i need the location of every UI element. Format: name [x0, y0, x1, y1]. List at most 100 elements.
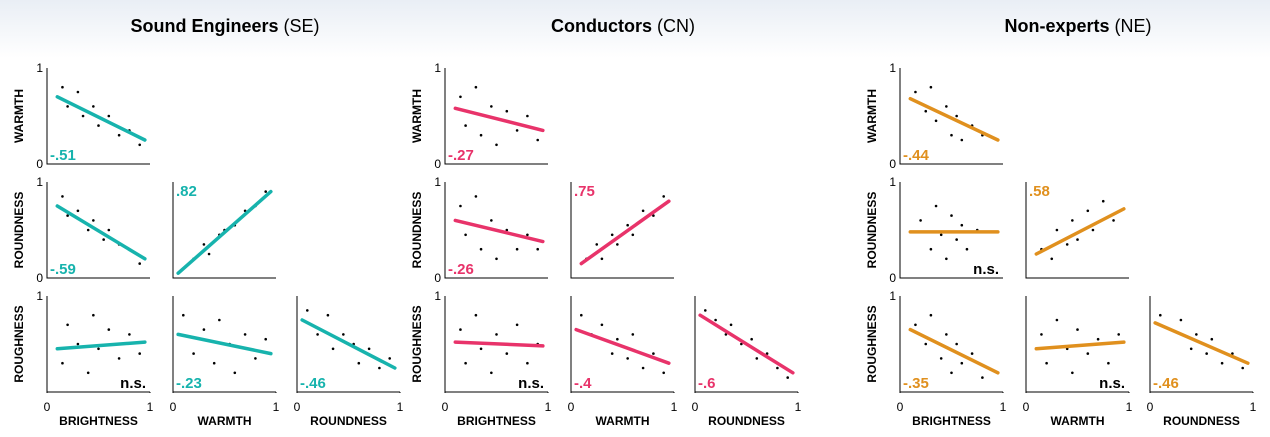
x-tick-label: 0 [442, 400, 449, 414]
corr-label: -.46 [300, 375, 326, 392]
data-point [182, 313, 185, 317]
data-point [641, 366, 645, 370]
data-point [600, 257, 604, 261]
data-point [1086, 209, 1090, 213]
data-point [955, 238, 958, 241]
data-point [652, 214, 655, 217]
data-point [960, 223, 964, 227]
panel-axes [46, 182, 150, 279]
data-point [945, 105, 948, 108]
corr-label: -.46 [1153, 375, 1179, 392]
data-point [580, 313, 583, 317]
panel-axes [46, 68, 150, 165]
data-point [950, 214, 953, 217]
panel-axes [570, 182, 674, 279]
fit-line [1034, 207, 1126, 256]
col-label: ROUNDNESS [708, 414, 785, 428]
y-tick-label: 1 [434, 289, 441, 303]
data-point [117, 357, 121, 360]
corr-label: -.23 [176, 375, 202, 392]
y-tick-label: 1 [889, 289, 896, 303]
data-point [631, 333, 635, 336]
panel-axes [899, 68, 1003, 165]
group-abbr: (CN) [657, 16, 695, 36]
group-name: Non-experts [1004, 16, 1109, 36]
y-tick-label: 1 [434, 175, 441, 189]
data-point [490, 371, 493, 375]
data-point [945, 333, 948, 336]
group-name: Sound Engineers [130, 16, 278, 36]
data-point [479, 247, 483, 251]
data-point [264, 190, 268, 193]
data-point [526, 233, 529, 237]
x-tick-label: 0 [294, 400, 301, 414]
data-point [595, 243, 599, 246]
x-tick-label: 0 [1147, 400, 1154, 414]
corr-label: -.4 [574, 375, 592, 392]
data-point [459, 328, 462, 331]
data-point [107, 228, 111, 232]
data-point [92, 219, 95, 222]
data-point [97, 124, 100, 127]
x-tick-label: 1 [1126, 400, 1133, 414]
fit-line [1153, 321, 1250, 365]
data-point [81, 114, 85, 118]
data-point [76, 209, 80, 213]
data-point [1055, 318, 1059, 322]
data-point [1241, 366, 1244, 370]
corr-label: n.s. [120, 375, 146, 392]
data-point [662, 195, 665, 198]
row-label: WARMTH [12, 89, 26, 143]
data-point [786, 376, 789, 379]
data-point [750, 337, 753, 341]
data-point [1071, 371, 1074, 375]
panel-axes [694, 296, 798, 393]
row-label: ROUGHNESS [410, 305, 424, 382]
data-point [1076, 328, 1079, 331]
data-point [776, 366, 779, 370]
col-label: BRIGHTNESS [457, 414, 536, 428]
data-point [641, 209, 645, 213]
data-point [192, 352, 195, 355]
data-point [1117, 333, 1120, 336]
data-point [955, 342, 958, 346]
row-label: ROUNDNESS [12, 192, 26, 269]
data-point [924, 342, 928, 346]
x-tick-label: 1 [1250, 400, 1257, 414]
data-point [536, 138, 539, 142]
data-point [479, 347, 483, 351]
fit-line [300, 318, 397, 370]
panel-axes [46, 296, 150, 393]
data-point [107, 114, 111, 118]
data-point [1210, 337, 1214, 341]
data-point [515, 247, 519, 251]
data-point [981, 376, 984, 379]
data-point [740, 342, 743, 346]
data-point [505, 109, 509, 113]
data-point [929, 313, 933, 317]
data-point [626, 357, 629, 360]
data-point [102, 238, 105, 241]
y-tick-label: 0 [36, 271, 43, 285]
row-label: WARMTH [410, 89, 424, 143]
data-point [1076, 238, 1079, 241]
group-title: Conductors (CN) [551, 16, 695, 36]
data-point [960, 138, 964, 142]
panel-axes [444, 182, 548, 279]
corr-label: .82 [176, 183, 197, 200]
data-point [138, 143, 141, 147]
panel-axes [172, 296, 276, 393]
group-abbr: (NE) [1115, 16, 1152, 36]
data-point [464, 233, 467, 237]
data-point [1071, 219, 1074, 222]
row-label: ROUGHNESS [865, 305, 879, 382]
y-tick-label: 0 [434, 271, 441, 285]
y-tick-label: 1 [889, 175, 896, 189]
corr-label: n.s. [518, 375, 544, 392]
y-tick-label: 1 [434, 61, 441, 75]
group-abbr: (SE) [284, 16, 320, 36]
data-point [600, 323, 604, 327]
panel-axes [444, 68, 548, 165]
